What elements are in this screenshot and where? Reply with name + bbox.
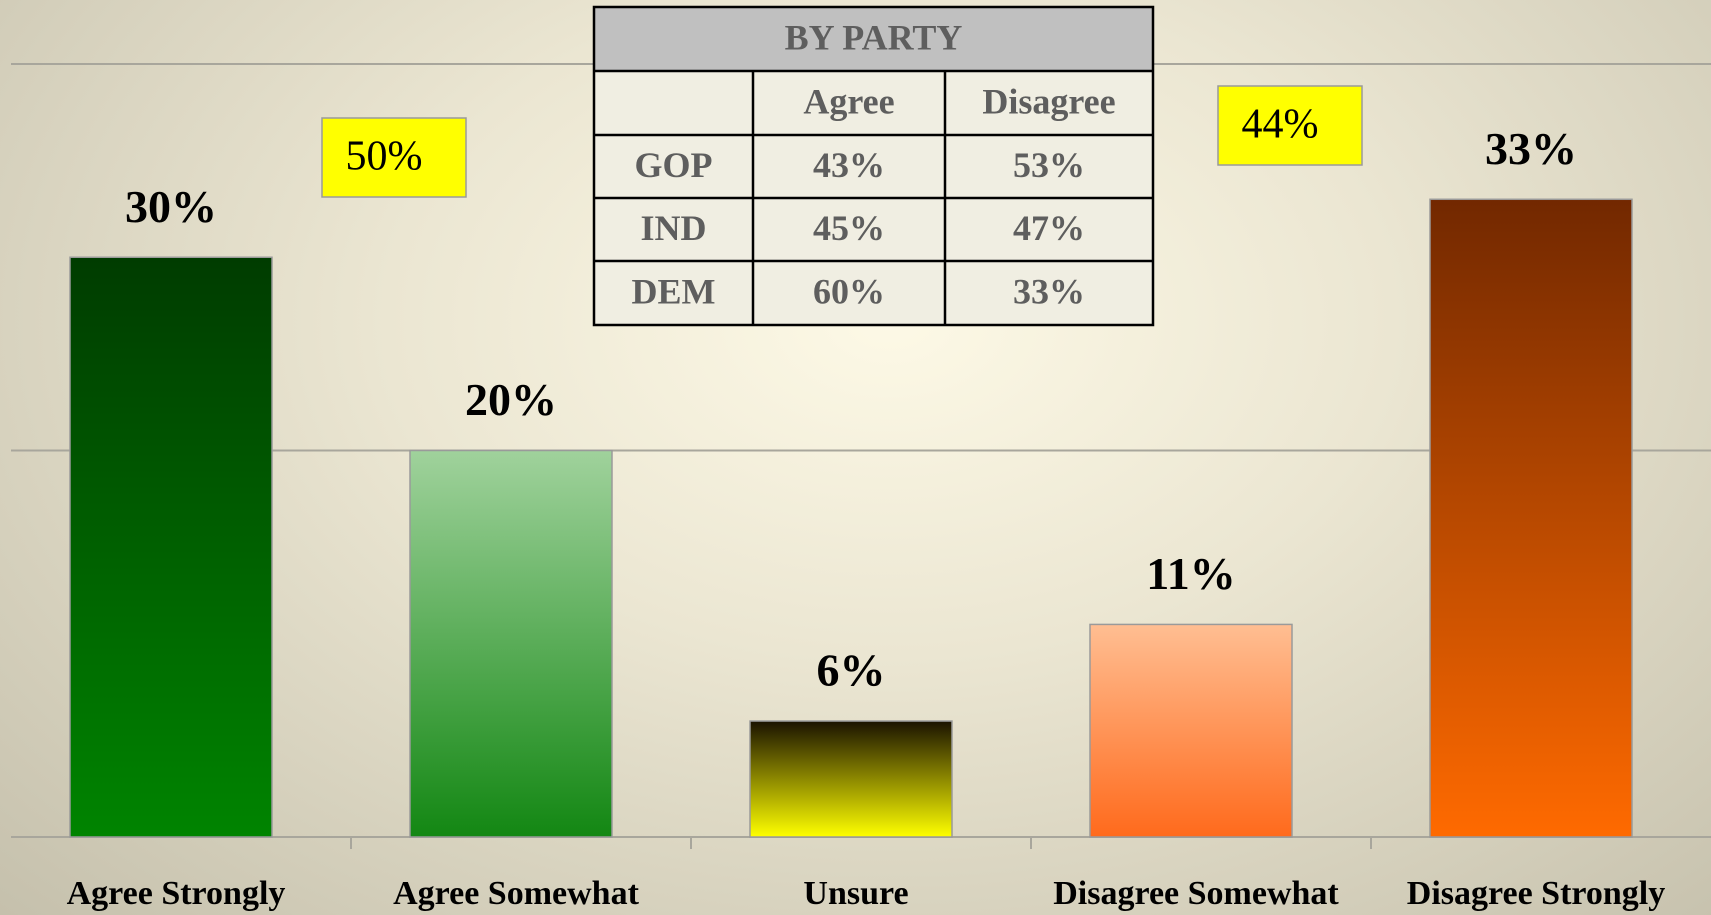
table-cell: 43% <box>813 145 885 185</box>
table-border <box>592 5 1155 327</box>
data-label: 11% <box>1146 548 1235 599</box>
x-tick-label: Agree Strongly <box>67 875 286 912</box>
bar <box>69 256 273 838</box>
annotation: 44% <box>1242 102 1319 148</box>
table-cell: 47% <box>1013 208 1085 248</box>
annotation-box <box>1217 85 1363 166</box>
x-tick-label: Disagree Somewhat <box>1053 875 1339 912</box>
bar <box>1089 623 1293 838</box>
data-label: 33% <box>1485 123 1577 174</box>
table-cell: 45% <box>813 208 885 248</box>
table-cell: 53% <box>1013 145 1085 185</box>
table-header-bg <box>594 7 1153 71</box>
table-row-header: GOP <box>635 145 713 185</box>
annotation-box <box>321 117 467 198</box>
data-label: 30% <box>125 181 217 232</box>
table-title: BY PARTY <box>785 17 963 57</box>
x-tick-label: Agree Somewhat <box>393 875 639 912</box>
table-column-header: Disagree <box>982 81 1115 121</box>
data-label: 20% <box>465 374 557 425</box>
table-cell: 60% <box>813 271 885 311</box>
x-tick-label: Disagree Strongly <box>1407 875 1665 912</box>
table-cell: 33% <box>1013 271 1085 311</box>
annotation: 50% <box>346 134 423 180</box>
x-tick-label: Unsure <box>803 875 908 912</box>
bar <box>409 449 613 838</box>
data-label: 6% <box>817 645 886 696</box>
table-column-header: Agree <box>803 81 894 121</box>
table-row-header: IND <box>640 208 706 248</box>
bar <box>1429 198 1633 838</box>
table-row-header: DEM <box>632 271 716 311</box>
bar <box>749 720 953 838</box>
